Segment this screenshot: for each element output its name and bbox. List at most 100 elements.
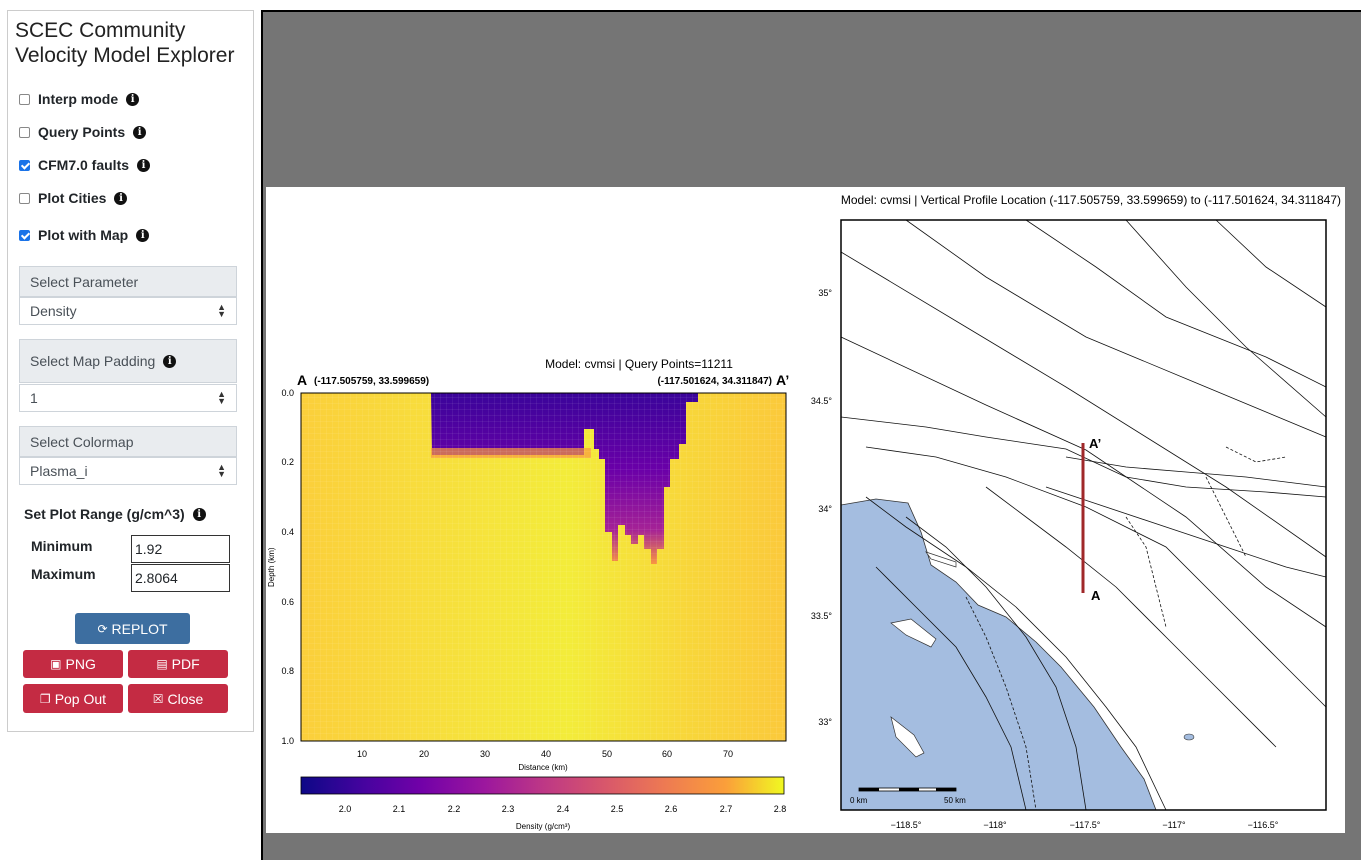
option-label: Interp mode [38, 91, 119, 107]
distance-axis-label: Distance (km) [518, 763, 568, 772]
cfm-faults-checkbox[interactable] [19, 159, 30, 171]
lat-tick: 35° [818, 288, 832, 298]
option-label: Plot with Map [38, 227, 129, 243]
latitude-axis: 35° 34.5° 34° 33.5° 33° [811, 288, 833, 727]
colorbar-tick: 2.5 [611, 804, 624, 814]
info-icon[interactable]: i [136, 228, 150, 242]
option-query-points[interactable]: Query Points i [19, 124, 147, 140]
map-marker-a-prime: A’ [1089, 436, 1101, 451]
png-button[interactable]: ▣ PNG [23, 650, 123, 678]
x-tick: 50 [602, 749, 612, 759]
window-icon: ❐ [39, 691, 51, 706]
lon-tick: −118° [983, 820, 1007, 830]
island [925, 551, 957, 568]
parameter-label: Select Parameter [19, 266, 237, 297]
colorbar-tick: 2.2 [448, 804, 461, 814]
map-padding-label: Select Map Padding i [19, 339, 237, 383]
minimum-input[interactable]: 1.92 [131, 535, 230, 563]
depth-axis: 0.0 0.2 0.4 0.6 0.8 1.0 Depth (km) [267, 388, 294, 746]
island [890, 716, 925, 758]
depth-axis-label: Depth (km) [267, 547, 276, 587]
colorbar-label: Density (g/cm³) [516, 822, 571, 831]
maximum-input[interactable]: 2.8064 [131, 564, 230, 592]
cross-section-frame [300, 392, 787, 742]
pdf-label: PDF [171, 656, 200, 672]
y-tick: 0.4 [281, 527, 294, 537]
fault-lines [840, 219, 1327, 811]
map-padding-select[interactable]: 1 ▲ ▼ [19, 384, 237, 412]
scale-right-label: 50 km [944, 796, 966, 805]
colorbar-tick: 2.1 [393, 804, 406, 814]
image-icon: ▣ [50, 657, 62, 671]
colorbar-tick: 2.0 [339, 804, 352, 814]
lon-tick: −118.5° [891, 820, 922, 830]
query-points-checkbox[interactable] [19, 126, 30, 138]
info-icon[interactable]: i [126, 92, 140, 106]
parameter-select[interactable]: Density ▲ ▼ [19, 297, 237, 325]
plot-with-map-checkbox[interactable] [19, 229, 30, 241]
y-tick: 0.6 [281, 597, 294, 607]
x-tick: 10 [357, 749, 367, 759]
map-padding-value: 1 [30, 390, 38, 406]
lat-tick: 34° [818, 504, 832, 514]
plot-cities-checkbox[interactable] [19, 192, 30, 204]
option-label: Plot Cities [38, 190, 107, 206]
plot-range-title-text: Set Plot Range (g/cm^3) [24, 506, 185, 522]
select-arrows-icon: ▲ ▼ [217, 389, 226, 406]
close-button[interactable]: ☒ Close [128, 684, 228, 713]
replot-button[interactable]: ⟳ REPLOT [75, 613, 190, 644]
x-tick: 40 [541, 749, 551, 759]
x-tick: 30 [480, 749, 490, 759]
option-plot-with-map[interactable]: Plot with Map i [19, 227, 150, 243]
colorbar-tick: 2.6 [665, 804, 678, 814]
marker-a-left: A [297, 372, 307, 388]
longitude-axis: −118.5° −118° −117.5° −117° −116.5° [891, 820, 1279, 830]
close-icon: ☒ [152, 691, 164, 706]
option-interp-mode[interactable]: Interp mode i [19, 91, 140, 107]
distance-axis: 10 20 30 40 50 60 70 Distance (km) [357, 749, 733, 772]
option-label: CFM7.0 faults [38, 157, 130, 173]
info-icon[interactable]: i [114, 191, 128, 205]
marker-a-prime-right: A’ [776, 372, 789, 388]
control-panel: SCEC Community Velocity Model Explorer I… [7, 10, 254, 732]
info-icon[interactable]: i [192, 507, 206, 521]
x-tick: 60 [662, 749, 672, 759]
y-tick: 0.2 [281, 457, 294, 467]
colormap-select[interactable]: Plasma_i ▲ ▼ [19, 457, 237, 485]
option-cfm-faults[interactable]: CFM7.0 faults i [19, 157, 151, 173]
pop-out-button[interactable]: ❐ Pop Out [23, 684, 123, 713]
lon-tick: −117.5° [1070, 820, 1101, 830]
ocean-region [840, 498, 1157, 811]
info-icon[interactable]: i [137, 158, 151, 172]
cross-section-title: Model: cvmsi | Query Points=11211 [545, 357, 733, 371]
sample-grid [301, 393, 786, 741]
info-icon[interactable]: i [163, 354, 177, 368]
colorbar-gradient [300, 776, 785, 795]
interp-mode-checkbox[interactable] [19, 93, 30, 105]
colormap-label: Select Colormap [19, 426, 237, 457]
map-padding-label-text: Select Map Padding [30, 353, 156, 369]
app-title: SCEC Community Velocity Model Explorer [15, 18, 234, 68]
lat-tick: 33.5° [811, 611, 833, 621]
lake [1183, 733, 1195, 741]
colormap-label-text: Select Colormap [30, 433, 134, 450]
parameter-label-text: Select Parameter [30, 273, 139, 290]
option-plot-cities[interactable]: Plot Cities i [19, 190, 128, 206]
left-coord-label: (-117.505759, 33.599659) [314, 376, 429, 387]
pdf-button[interactable]: ▤ PDF [128, 650, 228, 678]
app-title-line1: SCEC Community [15, 19, 186, 42]
select-arrows-icon: ▲ ▼ [217, 462, 226, 479]
close-label: Close [167, 690, 204, 707]
pdf-icon: ▤ [156, 657, 168, 671]
x-tick: 20 [419, 749, 429, 759]
x-tick: 70 [723, 749, 733, 759]
colorbar-tick: 2.3 [502, 804, 515, 814]
plot-image: Model: cvmsi | Query Points=11211 A (-11… [266, 187, 1345, 833]
lon-tick: −117° [1162, 820, 1186, 830]
scale-bar: 0 km 50 km [850, 787, 966, 805]
colorbar-tick: 2.8 [774, 804, 787, 814]
right-coord-label: (-117.501624, 34.311847) [657, 376, 772, 387]
info-icon[interactable]: i [133, 125, 147, 139]
maximum-label: Maximum [31, 566, 96, 582]
map-frame [840, 219, 1327, 811]
